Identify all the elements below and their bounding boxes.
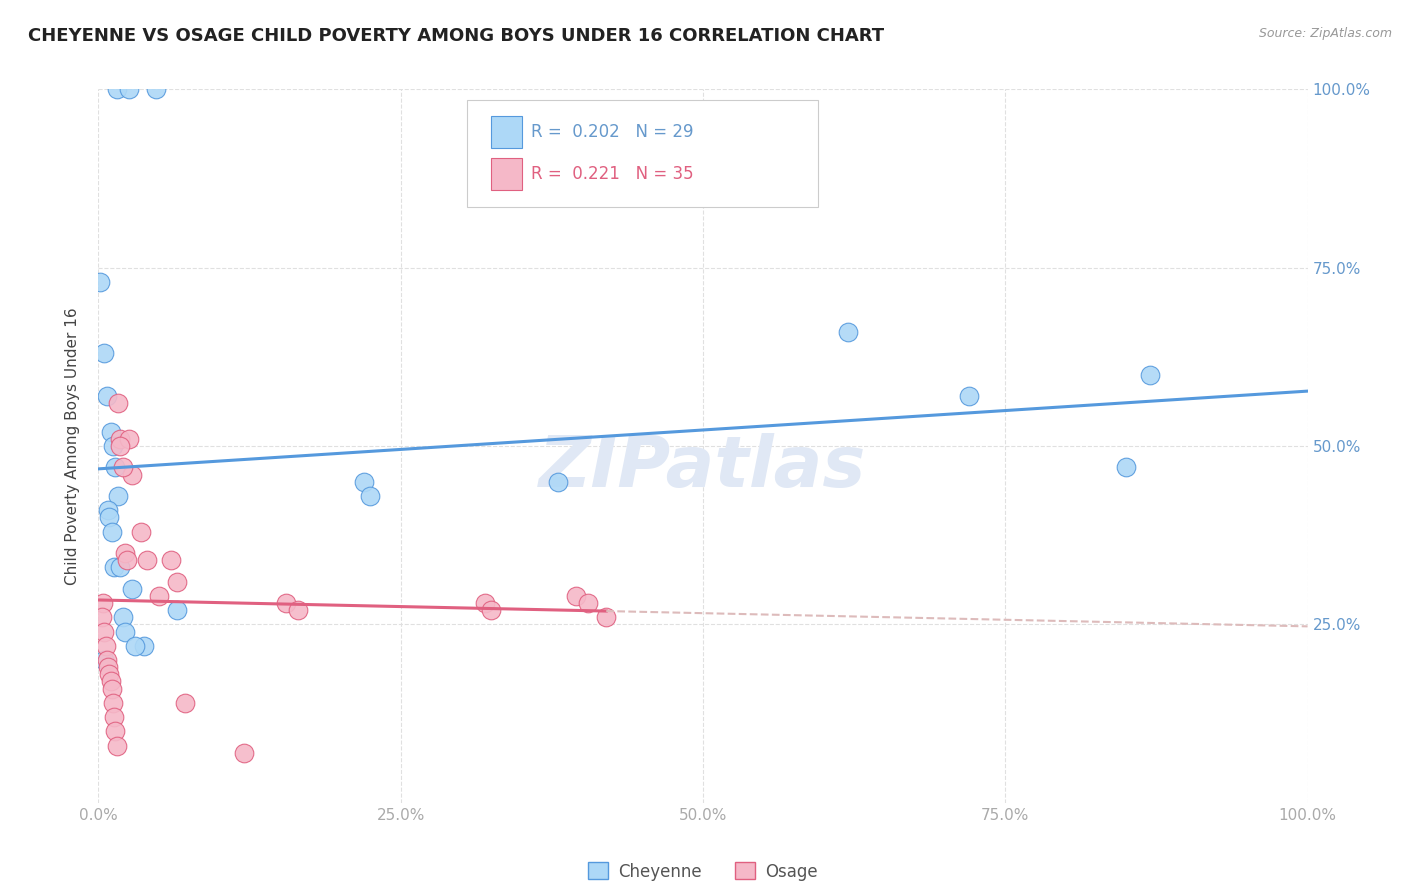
Point [160,553,183,567]
Text: ZIPatlas: ZIPatlas [540,433,866,502]
Point [124,639,146,653]
Point [565,589,588,603]
Point [837,325,859,339]
FancyBboxPatch shape [467,100,818,207]
Y-axis label: Child Poverty Among Boys Under 16: Child Poverty Among Boys Under 16 [65,307,80,585]
Point [97,503,120,517]
Point [93,624,115,639]
Point [93,346,115,360]
Legend: Cheyenne, Osage: Cheyenne, Osage [582,855,824,888]
Point [287,603,309,617]
Point [100,681,122,696]
Point [134,639,156,653]
Point [481,603,503,617]
FancyBboxPatch shape [492,158,522,190]
Point [121,582,143,596]
Point [93,653,115,667]
Point [104,460,127,475]
Point [129,524,152,539]
Text: CHEYENNE VS OSAGE CHILD POVERTY AMONG BOYS UNDER 16 CORRELATION CHART: CHEYENNE VS OSAGE CHILD POVERTY AMONG BO… [28,27,884,45]
Point [100,674,122,689]
Point [121,467,143,482]
Point [89,275,111,289]
Point [148,589,170,603]
Point [595,610,617,624]
Point [105,82,128,96]
Point [96,653,118,667]
Point [114,624,136,639]
Point [91,596,114,610]
Point [118,82,141,96]
Point [107,396,129,410]
Point [97,660,120,674]
Point [104,724,127,739]
Point [111,460,134,475]
Point [111,610,134,624]
Point [101,696,124,710]
Point [100,524,122,539]
Point [547,475,569,489]
Point [166,574,188,589]
Point [353,475,375,489]
Point [96,389,118,403]
FancyBboxPatch shape [492,116,522,148]
Point [94,639,117,653]
Point [91,610,114,624]
Text: R =  0.221   N = 35: R = 0.221 N = 35 [531,165,695,183]
Point [135,553,157,567]
Point [1139,368,1161,382]
Point [576,596,599,610]
Point [232,746,254,760]
Point [101,439,124,453]
Point [117,553,139,567]
Point [274,596,297,610]
Point [166,603,188,617]
Point [114,546,136,560]
Point [360,489,382,503]
Point [108,560,131,574]
Point [174,696,197,710]
Point [1115,460,1137,475]
Point [105,739,128,753]
Point [103,710,125,724]
Point [957,389,980,403]
Point [107,489,129,503]
Point [145,82,167,96]
Point [98,510,121,524]
Point [108,439,131,453]
Point [108,432,131,446]
Text: R =  0.202   N = 29: R = 0.202 N = 29 [531,123,693,141]
Point [474,596,496,610]
Text: Source: ZipAtlas.com: Source: ZipAtlas.com [1258,27,1392,40]
Point [118,432,141,446]
Point [103,560,125,574]
Point [98,667,121,681]
Point [100,425,122,439]
